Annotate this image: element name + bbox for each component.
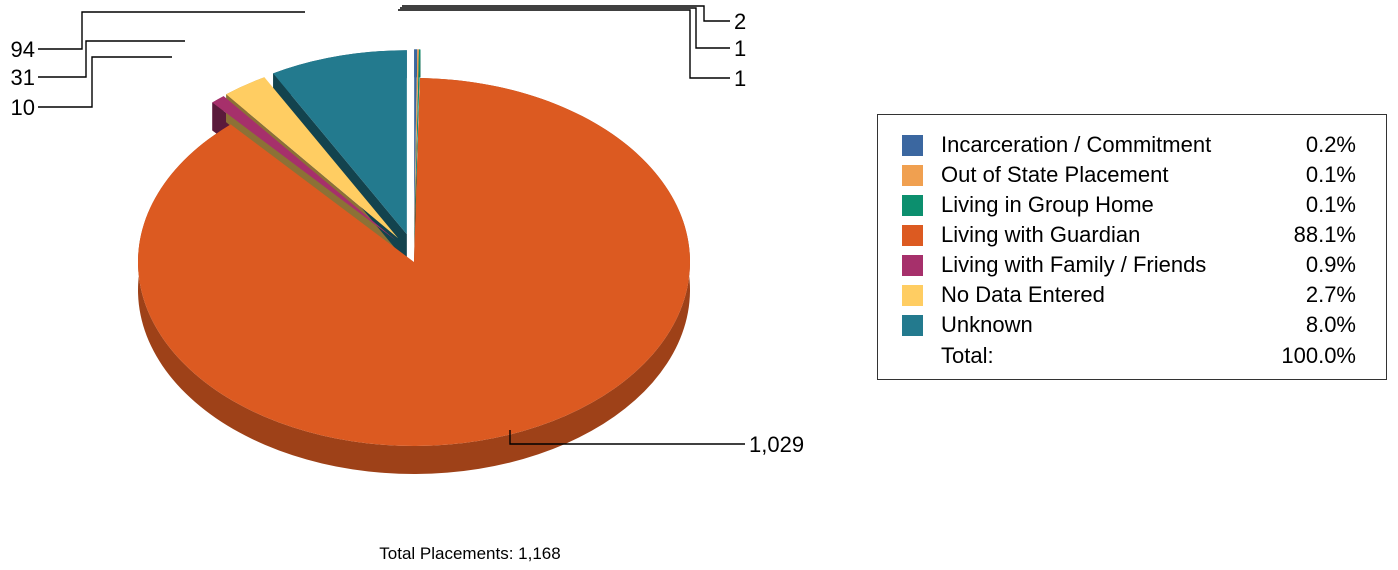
legend-percent: 8.0% (1305, 312, 1356, 337)
legend-label: Unknown (941, 312, 1033, 337)
legend-swatch (902, 194, 923, 216)
legend-label: No Data Entered (941, 282, 1105, 307)
legend-swatch (902, 284, 923, 306)
legend-percent: 2.7% (1305, 282, 1356, 307)
pie-slice-no-data (226, 77, 399, 239)
leader-unknown (38, 11, 305, 50)
pie-slice-out-of-state (414, 49, 419, 234)
callout-labels: 2 1 1 1,029 10 31 94 (11, 9, 805, 457)
legend-label: Incarceration / Commitment (941, 132, 1212, 157)
legend-percent: 0.2% (1305, 132, 1356, 157)
leader-out-of-state (400, 7, 730, 49)
pie-slice-incarceration (414, 49, 418, 234)
legend-total-percent: 100.0% (1281, 343, 1356, 368)
legend-label: Out of State Placement (941, 162, 1169, 187)
legend-percent: 88.1% (1293, 222, 1356, 247)
callout-incarceration: 2 (734, 9, 746, 34)
callout-leaders (38, 5, 745, 445)
pie-slice-group-home (414, 49, 421, 234)
legend: Incarceration / Commitment 0.2% Out of S… (877, 114, 1387, 380)
legend-item-incarceration: Incarceration / Commitment 0.2% (902, 130, 1356, 160)
callout-unknown: 94 (11, 37, 35, 62)
legend-item-family: Living with Family / Friends 0.9% (902, 250, 1356, 280)
legend-percent: 0.1% (1305, 192, 1356, 217)
legend-label: Living with Family / Friends (941, 252, 1207, 277)
legend-swatch (902, 224, 923, 246)
pie-slices (137, 49, 691, 474)
legend-total: Total: 100.0% (902, 341, 1356, 371)
pie-slice-guardian (137, 78, 690, 446)
callout-out-of-state: 1 (734, 36, 746, 61)
legend-item-group-home: Living in Group Home 0.1% (902, 190, 1356, 220)
legend-percent: 0.9% (1305, 252, 1356, 277)
legend-item-no-data: No Data Entered 2.7% (902, 280, 1356, 310)
callout-guardian: 1,029 (749, 432, 804, 457)
leader-group-home (398, 9, 730, 79)
leader-guardian (509, 430, 745, 445)
legend-item-guardian: Living with Guardian 88.1% (902, 220, 1356, 250)
legend-total-label: Total: (941, 343, 994, 368)
legend-swatch (902, 164, 923, 186)
legend-item-unknown: Unknown 8.0% (902, 310, 1356, 340)
legend-label: Living with Guardian (941, 222, 1141, 247)
callout-no-data: 31 (11, 65, 35, 90)
callout-family: 10 (11, 95, 35, 120)
leader-no-data (38, 40, 185, 78)
legend-swatch (902, 134, 923, 156)
leader-incarceration (402, 5, 730, 22)
callout-group-home: 1 (734, 66, 746, 91)
pie-slice-unknown (273, 50, 407, 235)
leader-family (38, 56, 172, 108)
total-placements-caption: Total Placements: 1,168 (379, 544, 561, 563)
legend-percent: 0.1% (1305, 162, 1356, 187)
legend-swatch (902, 314, 923, 336)
pie-slice-family (212, 96, 396, 241)
legend-item-out-of-state: Out of State Placement 0.1% (902, 160, 1356, 190)
legend-label: Living in Group Home (941, 192, 1154, 217)
legend-swatch (902, 254, 923, 276)
